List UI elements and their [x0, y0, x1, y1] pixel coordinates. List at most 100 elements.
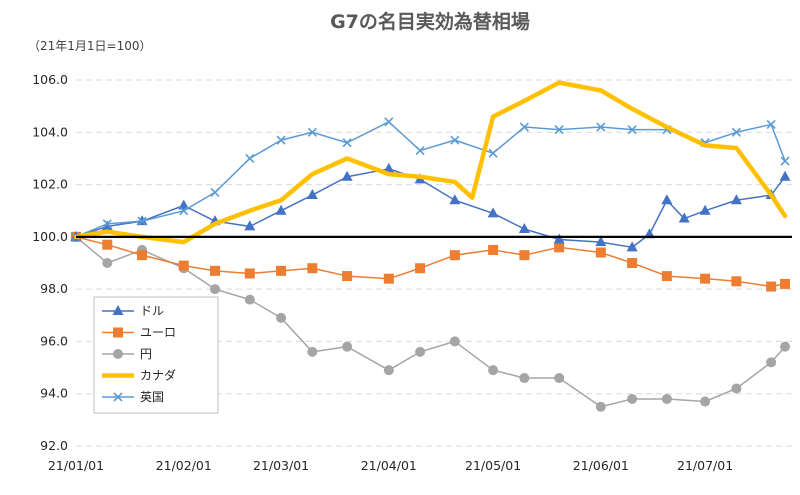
- data-point: [554, 373, 565, 384]
- data-point: [210, 187, 220, 197]
- data-point: [488, 365, 499, 376]
- data-point: [449, 250, 460, 261]
- data-point: [731, 127, 741, 137]
- data-point: [626, 241, 638, 252]
- data-point: [780, 156, 790, 166]
- legend-item: ユーロ: [102, 326, 176, 340]
- data-point: [210, 265, 221, 276]
- y-tick-label: 104.0: [32, 124, 68, 139]
- legend-marker: [113, 392, 123, 402]
- data-point: [415, 146, 425, 156]
- data-point: [244, 294, 255, 305]
- data-point: [766, 119, 776, 130]
- data-point: [596, 122, 606, 132]
- data-point: [342, 271, 353, 282]
- legend-item: カナダ: [102, 368, 176, 383]
- data-point: [102, 239, 113, 250]
- legend-marker: [113, 349, 123, 359]
- data-point: [595, 247, 606, 258]
- data-point: [101, 220, 113, 231]
- data-point: [730, 194, 742, 205]
- legend-item: ドル: [102, 304, 164, 318]
- data-point: [766, 281, 777, 292]
- data-point: [276, 135, 286, 145]
- legend-label: 円: [140, 347, 152, 361]
- data-point: [179, 206, 189, 216]
- y-tick-label: 92.0: [40, 438, 68, 453]
- y-tick-label: 98.0: [40, 281, 68, 296]
- series-line: [75, 236, 786, 408]
- legend-label: ユーロ: [140, 326, 176, 340]
- data-point: [245, 153, 255, 163]
- data-point: [137, 250, 148, 261]
- legend-item: 英国: [102, 390, 164, 404]
- legend-marker: [113, 327, 123, 338]
- data-point: [661, 194, 673, 205]
- series-3: [71, 231, 791, 412]
- data-point: [306, 189, 318, 200]
- data-point: [779, 170, 791, 181]
- legend-marker: [112, 305, 124, 315]
- data-point: [519, 122, 529, 132]
- data-point: [627, 125, 637, 135]
- data-point: [731, 383, 742, 394]
- data-point: [627, 258, 638, 268]
- y-tick-label: 102.0: [32, 177, 68, 192]
- data-point: [384, 117, 394, 127]
- data-point: [518, 223, 530, 234]
- data-point: [643, 228, 655, 239]
- data-point: [731, 276, 742, 287]
- data-point: [383, 162, 395, 173]
- data-point: [554, 125, 564, 135]
- data-point: [307, 263, 318, 274]
- data-point: [661, 393, 672, 404]
- chart-subtitle: （21年1月1日=100）: [28, 39, 152, 53]
- data-point: [383, 273, 394, 284]
- legend-label: 英国: [140, 390, 164, 404]
- legend-item: 円: [102, 347, 152, 361]
- y-axis-ticks: 92.0 94.0 96.0 98.0 100.0 102.0 104.0 106.0: [32, 72, 68, 453]
- data-point: [519, 250, 530, 261]
- data-point: [678, 212, 690, 223]
- data-point: [342, 341, 353, 352]
- x-tick-label: 21/01/01: [48, 458, 104, 473]
- data-point: [450, 135, 460, 145]
- legend-label: ドル: [140, 304, 164, 318]
- y-tick-label: 94.0: [40, 386, 68, 401]
- data-point: [244, 268, 255, 279]
- series-line: [75, 168, 786, 249]
- data-point: [449, 336, 460, 347]
- data-point: [307, 346, 318, 357]
- data-point: [554, 242, 565, 253]
- x-tick-label: 21/02/01: [156, 458, 212, 473]
- data-point: [699, 204, 711, 215]
- data-point: [595, 236, 607, 247]
- legend-label: カナダ: [140, 368, 176, 383]
- data-point: [661, 271, 672, 282]
- y-tick-label: 96.0: [40, 333, 68, 348]
- series-4: [73, 80, 788, 245]
- x-tick-label: 21/07/01: [677, 458, 733, 473]
- chart-title: G7の名目実効為替相場: [330, 10, 530, 33]
- data-point: [487, 207, 499, 218]
- data-point: [627, 393, 638, 404]
- data-point: [700, 396, 711, 407]
- data-point: [383, 365, 394, 376]
- data-point: [276, 265, 287, 276]
- x-tick-label: 21/05/01: [465, 458, 521, 473]
- y-tick-label: 106.0: [32, 72, 68, 87]
- x-tick-label: 21/04/01: [361, 458, 417, 473]
- data-point: [178, 260, 189, 271]
- data-point: [275, 204, 287, 215]
- data-point: [766, 357, 777, 368]
- x-tick-label: 21/03/01: [253, 458, 309, 473]
- data-point: [210, 284, 221, 295]
- data-point: [595, 401, 606, 412]
- data-point: [488, 148, 498, 158]
- data-point: [488, 244, 499, 255]
- data-point: [780, 341, 791, 352]
- data-point: [780, 278, 791, 289]
- data-point: [307, 127, 317, 137]
- data-point: [415, 263, 426, 274]
